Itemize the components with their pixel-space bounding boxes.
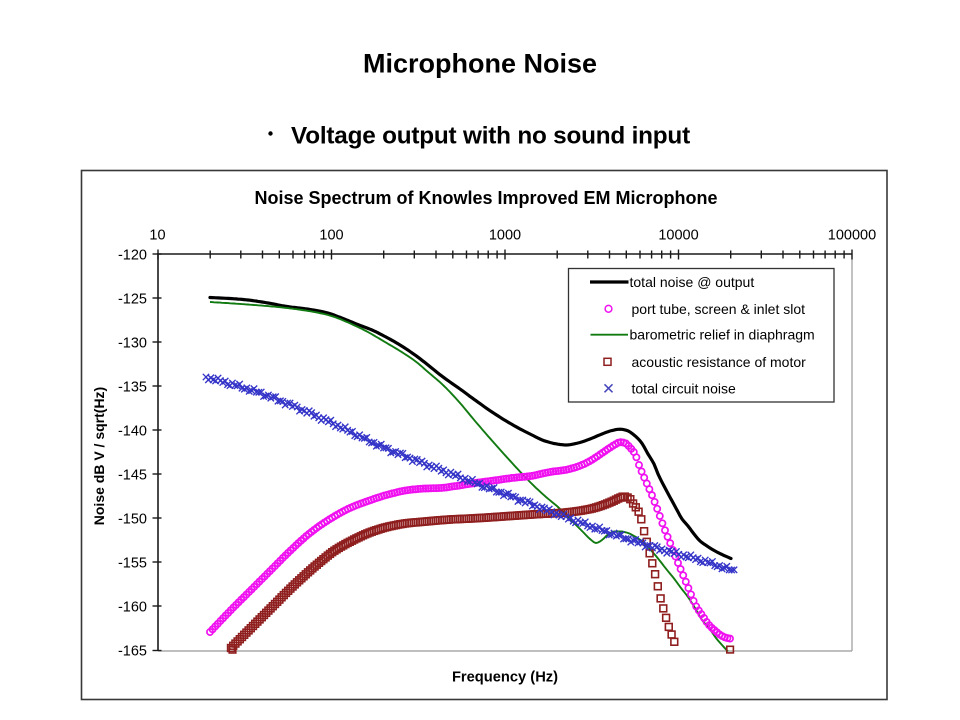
svg-text:-155: -155 [118, 555, 147, 571]
svg-text:-160: -160 [118, 599, 147, 615]
svg-text:total noise @ output: total noise @ output [630, 274, 755, 290]
svg-text:barometric relief in diaphragm: barometric relief in diaphragm [630, 327, 815, 343]
svg-text:Noise Spectrum of Knowles Impr: Noise Spectrum of Knowles Improved EM Mi… [254, 188, 717, 208]
svg-text:Frequency (Hz): Frequency (Hz) [452, 670, 558, 686]
svg-text:10000: 10000 [658, 228, 698, 244]
svg-text:-140: -140 [118, 423, 147, 439]
svg-text:-150: -150 [118, 511, 147, 527]
svg-text:-125: -125 [118, 291, 147, 307]
svg-text:-130: -130 [118, 335, 147, 351]
svg-text:-145: -145 [118, 467, 147, 483]
svg-text:port tube, screen & inlet slot: port tube, screen & inlet slot [632, 301, 806, 317]
svg-text:-135: -135 [118, 379, 147, 395]
svg-text:acoustic resistance of motor: acoustic resistance of motor [632, 354, 807, 370]
svg-text:-165: -165 [118, 643, 147, 659]
svg-text:100: 100 [319, 228, 343, 244]
svg-text:Voltage output with no sound i: Voltage output with no sound input [291, 122, 690, 149]
svg-text:total circuit noise: total circuit noise [632, 380, 736, 396]
svg-text:Microphone Noise: Microphone Noise [363, 49, 597, 79]
svg-text:1000: 1000 [489, 228, 521, 244]
svg-text:10: 10 [149, 228, 165, 244]
svg-text:Noise dB V / sqrt(Hz): Noise dB V / sqrt(Hz) [91, 387, 107, 525]
svg-text:-120: -120 [118, 247, 147, 263]
svg-text:100000: 100000 [828, 228, 876, 244]
